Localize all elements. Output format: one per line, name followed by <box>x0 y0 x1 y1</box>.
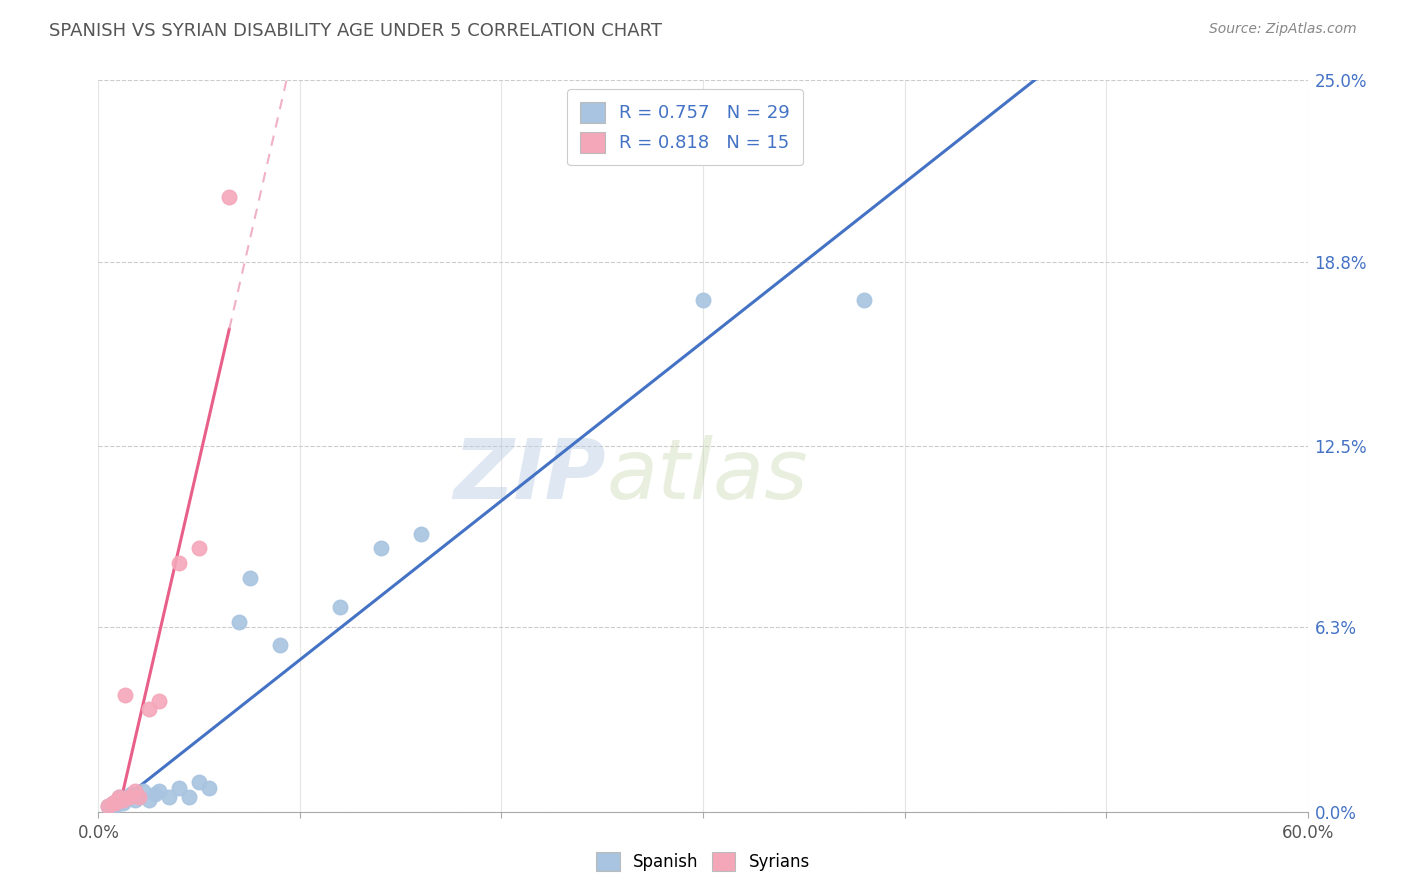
Point <box>103 796 125 810</box>
Point <box>167 781 190 796</box>
Point <box>128 790 150 805</box>
Point <box>148 693 170 707</box>
Legend: Spanish, Syrians: Spanish, Syrians <box>588 843 818 880</box>
Point <box>105 796 128 810</box>
Point <box>111 793 134 807</box>
Point <box>111 796 134 810</box>
Point <box>132 784 155 798</box>
Point <box>239 571 262 585</box>
Point <box>228 615 250 629</box>
Point <box>329 599 352 614</box>
Point <box>118 790 141 805</box>
Point <box>157 790 180 805</box>
Point <box>370 541 392 556</box>
Text: SPANISH VS SYRIAN DISABILITY AGE UNDER 5 CORRELATION CHART: SPANISH VS SYRIAN DISABILITY AGE UNDER 5… <box>49 22 662 40</box>
Text: ZIP: ZIP <box>454 434 606 516</box>
Text: Source: ZipAtlas.com: Source: ZipAtlas.com <box>1209 22 1357 37</box>
Point <box>101 796 124 810</box>
Point <box>143 787 166 801</box>
Point <box>114 793 136 807</box>
Point <box>120 787 142 801</box>
Point <box>103 798 125 813</box>
Point <box>107 790 129 805</box>
Point <box>692 293 714 307</box>
Point <box>409 526 432 541</box>
Point <box>107 793 129 807</box>
Point <box>853 293 876 307</box>
Point <box>188 541 211 556</box>
Point <box>138 702 160 716</box>
Point <box>218 190 240 204</box>
Point <box>188 775 211 789</box>
Point <box>97 798 120 813</box>
Legend: R = 0.757   N = 29, R = 0.818   N = 15: R = 0.757 N = 29, R = 0.818 N = 15 <box>567 89 803 165</box>
Point <box>128 790 150 805</box>
Point <box>198 781 221 796</box>
Point <box>118 790 141 805</box>
Point <box>124 793 146 807</box>
Point <box>138 793 160 807</box>
Point <box>97 798 120 813</box>
Point <box>124 784 146 798</box>
Point <box>101 796 124 810</box>
Point <box>269 638 291 652</box>
Point <box>105 793 128 807</box>
Point <box>167 556 190 570</box>
Point <box>114 688 136 702</box>
Point <box>107 790 129 805</box>
Text: atlas: atlas <box>606 434 808 516</box>
Point <box>148 784 170 798</box>
Point <box>179 790 201 805</box>
